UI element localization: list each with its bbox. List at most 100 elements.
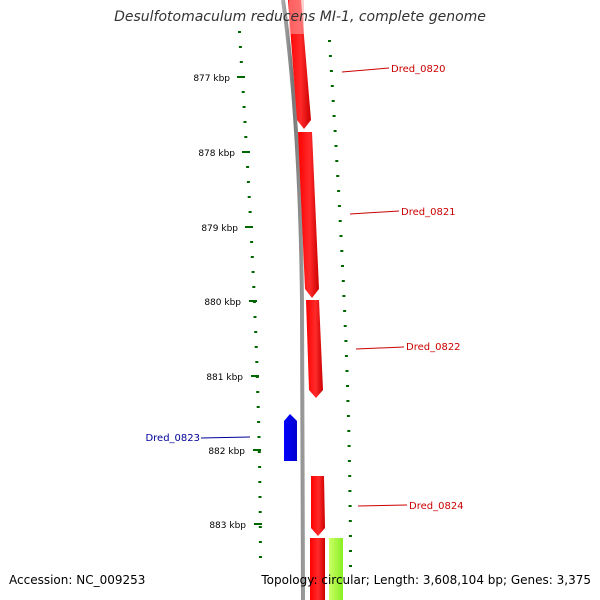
gene-label-dred-0820[interactable]: Dred_0820 (391, 64, 446, 75)
tick-label-878: 878 kbp (198, 149, 235, 159)
minor-tick-inner (258, 481, 262, 483)
minor-tick-outer (349, 550, 352, 552)
callout-line-dred-0820 (341, 67, 390, 73)
minor-tick-inner (239, 61, 243, 63)
minor-tick-inner (258, 511, 262, 513)
tick-878: 878 kbp (198, 149, 250, 159)
callout-line-dred-0822 (355, 346, 405, 350)
minor-tick-inner (250, 241, 254, 243)
minor-tick-outer (340, 250, 344, 252)
minor-tick-inner (259, 556, 262, 558)
minor-tick-inner (252, 286, 256, 288)
minor-tick-outer (349, 565, 352, 567)
callout-line-dred-0823 (200, 436, 251, 439)
tick-label-883: 883 kbp (209, 521, 246, 531)
tick-label-880: 880 kbp (204, 298, 241, 308)
minor-tick-inner (254, 346, 258, 348)
gene-partial-red-bottom (310, 538, 325, 600)
minor-tick-inner (253, 316, 257, 318)
minor-tick-outer (341, 280, 345, 282)
minor-tick-inner (251, 271, 255, 273)
minor-tick-inner (246, 181, 250, 183)
minor-tick-inner (255, 361, 259, 363)
minor-tick-outer (328, 55, 332, 57)
gene-dred-0823-arrow[interactable] (284, 414, 297, 461)
minor-tick-inner (247, 196, 251, 198)
minor-tick-outer (330, 85, 334, 87)
minor-tick-outer (329, 70, 333, 72)
gene-dred-0820-highlight (289, 0, 304, 34)
minor-tick-outer (334, 145, 338, 147)
minor-tick-outer (339, 235, 343, 237)
tick-label-879: 879 kbp (201, 224, 238, 234)
outer-tick-ring (328, 40, 352, 567)
minor-tick-inner (241, 91, 245, 93)
gene-dred-0824-arrow[interactable] (311, 476, 325, 536)
minor-tick-outer (347, 445, 351, 447)
minor-tick-inner (257, 436, 261, 438)
minor-tick-outer (341, 265, 344, 267)
minor-tick-outer (346, 415, 350, 417)
minor-tick-inner (258, 541, 262, 543)
minor-tick-outer (348, 475, 352, 477)
minor-tick-outer (333, 130, 337, 132)
minor-tick-outer (344, 355, 348, 357)
minor-tick-inner (257, 451, 261, 453)
minor-tick-inner (238, 31, 241, 33)
minor-tick-inner (243, 121, 247, 123)
minor-tick-outer (337, 190, 341, 192)
minor-tick-inner (248, 211, 252, 213)
tick-877: 877 kbp (193, 74, 245, 84)
minor-tick-outer (344, 340, 348, 342)
tick-label-881: 881 kbp (206, 373, 243, 383)
minor-tick-inner (256, 406, 260, 408)
minor-tick-outer (332, 115, 336, 117)
gene-label-dred-0821[interactable]: Dred_0821 (401, 207, 456, 218)
tick-883: 883 kbp (209, 521, 262, 531)
minor-tick-inner (238, 46, 242, 48)
minor-tick-outer (335, 160, 339, 162)
gene-label-dred-0822[interactable]: Dred_0822 (406, 342, 461, 353)
gene-partial-green-bottom (329, 538, 343, 600)
minor-tick-outer (347, 460, 351, 462)
minor-tick-inner (256, 391, 260, 393)
minor-tick-outer (346, 400, 350, 402)
minor-tick-inner (246, 166, 250, 168)
callout-line-dred-0824 (357, 504, 408, 507)
minor-tick-inner (258, 526, 262, 528)
minor-tick-outer (343, 310, 347, 312)
tick-881: 881 kbp (206, 373, 259, 383)
minor-tick-outer (337, 205, 341, 207)
genome-title: Desulfotomaculum reducens MI-1, complete… (114, 9, 486, 25)
gene-label-dred-0824[interactable]: Dred_0824 (409, 501, 464, 512)
minor-tick-outer (331, 100, 335, 102)
minor-tick-outer (347, 430, 351, 432)
gene-dred-0822-arrow[interactable] (306, 300, 323, 398)
tick-882: 882 kbp (208, 447, 261, 457)
tick-label-882: 882 kbp (208, 447, 245, 457)
genome-summary-text: Topology: circular; Length: 3,608,104 bp… (261, 573, 591, 587)
minor-tick-outer (328, 40, 331, 42)
genome-backbone (281, 0, 305, 600)
minor-tick-outer (343, 325, 347, 327)
tick-label-877: 877 kbp (193, 74, 230, 84)
tick-879: 879 kbp (201, 224, 253, 234)
minor-tick-outer (348, 520, 352, 522)
minor-tick-inner (254, 331, 258, 333)
tick-880: 880 kbp (204, 298, 257, 308)
minor-tick-outer (336, 175, 340, 177)
minor-tick-inner (250, 256, 254, 258)
minor-tick-outer (348, 490, 352, 492)
minor-tick-inner (244, 136, 248, 138)
minor-tick-outer (342, 295, 346, 297)
minor-tick-outer (345, 370, 349, 372)
minor-tick-outer (348, 505, 352, 507)
gene-dred-0821-arrow[interactable] (298, 132, 319, 298)
minor-tick-outer (348, 535, 352, 537)
minor-tick-inner (258, 466, 262, 468)
minor-tick-inner (258, 496, 262, 498)
gene-label-dred-0823[interactable]: Dred_0823 (145, 433, 200, 444)
minor-tick-inner (257, 421, 261, 423)
